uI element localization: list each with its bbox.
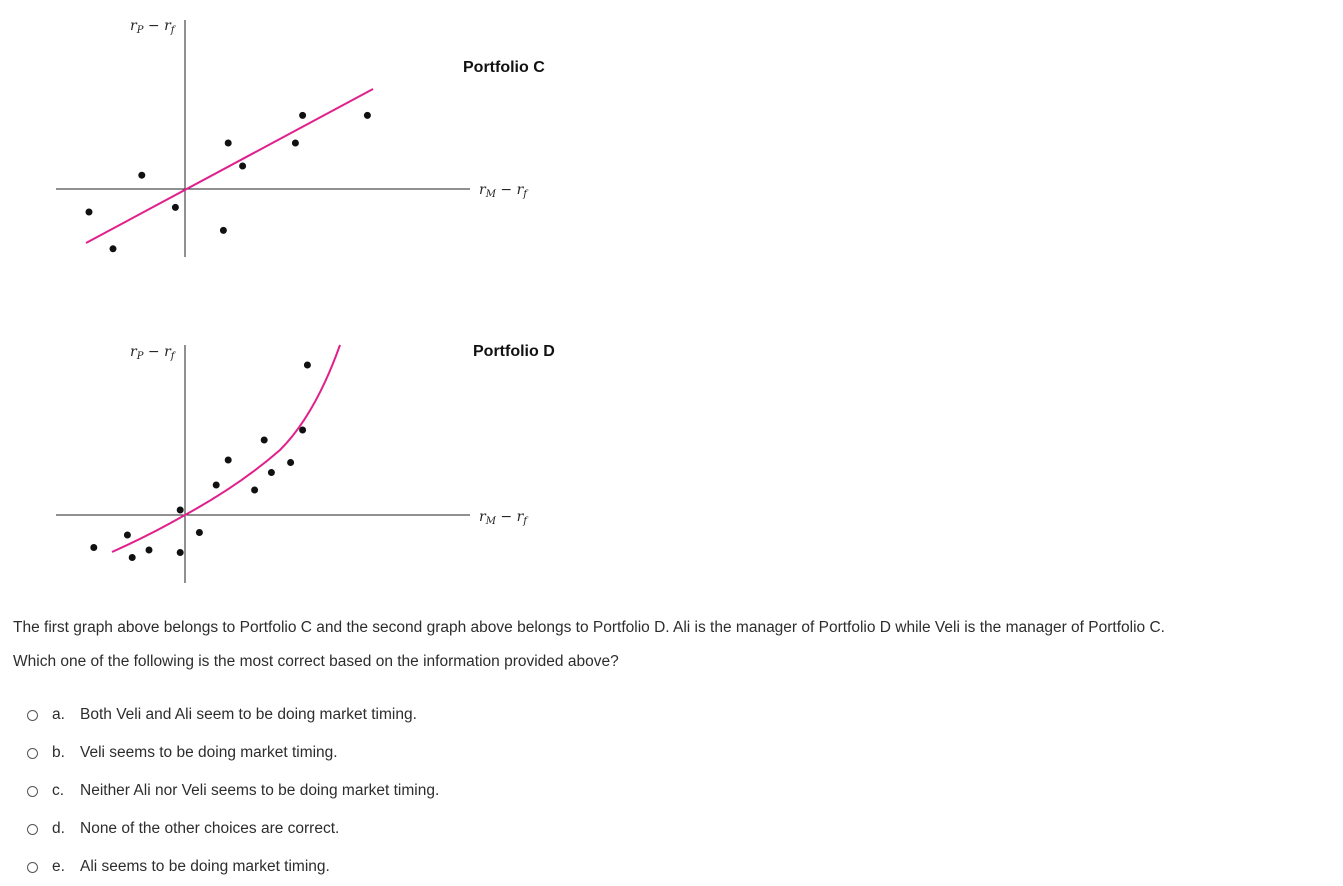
- portfolio-d-chart: rP − rf Portfolio D rM − rf: [56, 343, 555, 583]
- data-points: [90, 361, 311, 561]
- option-a[interactable]: a. Both Veli and Ali seem to be doing ma…: [27, 696, 439, 734]
- data-point: [128, 554, 136, 561]
- option-text: Neither Ali nor Veli seems to be doing m…: [80, 782, 440, 799]
- data-point: [138, 171, 146, 179]
- option-letter: c.: [52, 782, 65, 799]
- question-prompt: Which one of the following is the most c…: [13, 653, 619, 670]
- data-point: [267, 469, 275, 476]
- data-point: [212, 481, 220, 489]
- data-point: [251, 486, 259, 494]
- radio-button[interactable]: [27, 861, 38, 873]
- option-e[interactable]: e. Ali seems to be doing market timing.: [27, 848, 439, 886]
- data-point: [299, 111, 307, 119]
- y-axis-label: rP − rf: [130, 344, 177, 362]
- data-point: [363, 111, 371, 119]
- y-axis-label: rP − rf: [130, 18, 177, 36]
- option-text: Ali seems to be doing market timing.: [80, 858, 330, 875]
- characteristic-curve: [111, 344, 341, 553]
- option-text: None of the other choices are correct.: [80, 820, 340, 837]
- answer-options: a. Both Veli and Ali seem to be doing ma…: [27, 696, 439, 886]
- data-point: [176, 506, 184, 514]
- radio-button[interactable]: [27, 709, 38, 721]
- data-point: [303, 361, 311, 369]
- data-point: [219, 226, 227, 234]
- option-letter: b.: [52, 744, 65, 761]
- chart-title: Portfolio D: [473, 343, 555, 360]
- data-point: [224, 456, 232, 464]
- question-context: The first graph above belongs to Portfol…: [13, 619, 1165, 636]
- option-text: Veli seems to be doing market timing.: [80, 744, 338, 761]
- data-point: [260, 436, 268, 444]
- data-point: [287, 459, 295, 466]
- option-d[interactable]: d. None of the other choices are correct…: [27, 810, 439, 848]
- option-text: Both Veli and Ali seem to be doing marke…: [80, 706, 417, 723]
- data-point: [145, 546, 153, 554]
- data-point: [299, 426, 307, 434]
- data-point: [90, 544, 98, 551]
- radio-button[interactable]: [27, 747, 38, 759]
- x-axis-label: rM − rf: [479, 182, 529, 200]
- radio-button[interactable]: [27, 823, 38, 835]
- radio-button[interactable]: [27, 785, 38, 797]
- characteristic-line: [85, 88, 374, 244]
- data-point: [171, 203, 179, 211]
- option-letter: d.: [52, 820, 65, 837]
- data-point: [239, 162, 247, 170]
- option-c[interactable]: c. Neither Ali nor Veli seems to be doin…: [27, 772, 439, 810]
- x-axis-label: rM − rf: [479, 509, 529, 527]
- data-point: [291, 139, 299, 147]
- option-letter: e.: [52, 858, 65, 875]
- data-point: [224, 139, 232, 147]
- data-point: [195, 529, 203, 536]
- data-points: [85, 111, 371, 253]
- data-point: [85, 208, 93, 216]
- chart-title: Portfolio C: [463, 59, 545, 76]
- portfolio-c-chart: rP − rf Portfolio C rM − rf: [56, 18, 545, 257]
- data-point: [109, 245, 117, 253]
- data-point: [176, 549, 184, 556]
- option-letter: a.: [52, 706, 65, 723]
- data-point: [123, 531, 131, 539]
- option-b[interactable]: b. Veli seems to be doing market timing.: [27, 734, 439, 772]
